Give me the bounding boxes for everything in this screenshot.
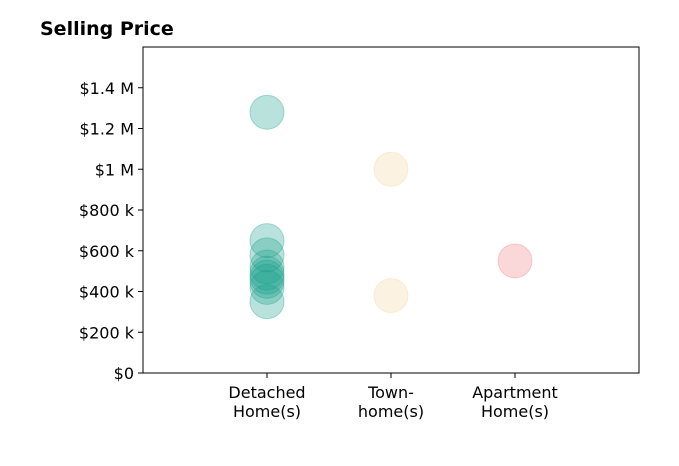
chart-title: Selling Price: [40, 18, 174, 40]
y-tick-label: $1.4 M: [79, 79, 134, 98]
data-point: [249, 263, 285, 299]
data-point: [249, 249, 285, 285]
y-tick-label: $400 k: [79, 283, 135, 302]
data-point: [249, 237, 285, 273]
x-tick-label: Town-home(s): [358, 383, 424, 421]
data-point: [373, 151, 409, 187]
y-tick-label: $800 k: [79, 201, 135, 220]
data-point: [249, 284, 285, 320]
x-axis: Detached Home(s) Town-home(s) Apartment Home…: [228, 373, 558, 421]
y-tick-label: $1.2 M: [79, 120, 134, 139]
data-point: [497, 243, 533, 279]
y-tick-label: $1 M: [95, 160, 134, 179]
data-point: [249, 94, 285, 130]
data-points: [249, 94, 533, 320]
y-tick-label: $600 k: [79, 242, 135, 261]
x-tick-label: Apartment Home(s): [472, 383, 558, 421]
data-point: [249, 255, 285, 291]
y-axis: $0 $200 k $400 k $600 k $800 k $1 M $1.2 M $1.4…: [79, 79, 143, 383]
plot-frame: [142, 46, 640, 374]
data-point: [373, 278, 409, 314]
y-tick-label: $0: [114, 364, 134, 383]
x-tick-label: Detached Home(s): [228, 383, 305, 421]
y-tick-label: $200 k: [79, 323, 135, 342]
data-point: [249, 259, 285, 295]
data-point: [249, 269, 285, 305]
data-point: [249, 223, 285, 259]
